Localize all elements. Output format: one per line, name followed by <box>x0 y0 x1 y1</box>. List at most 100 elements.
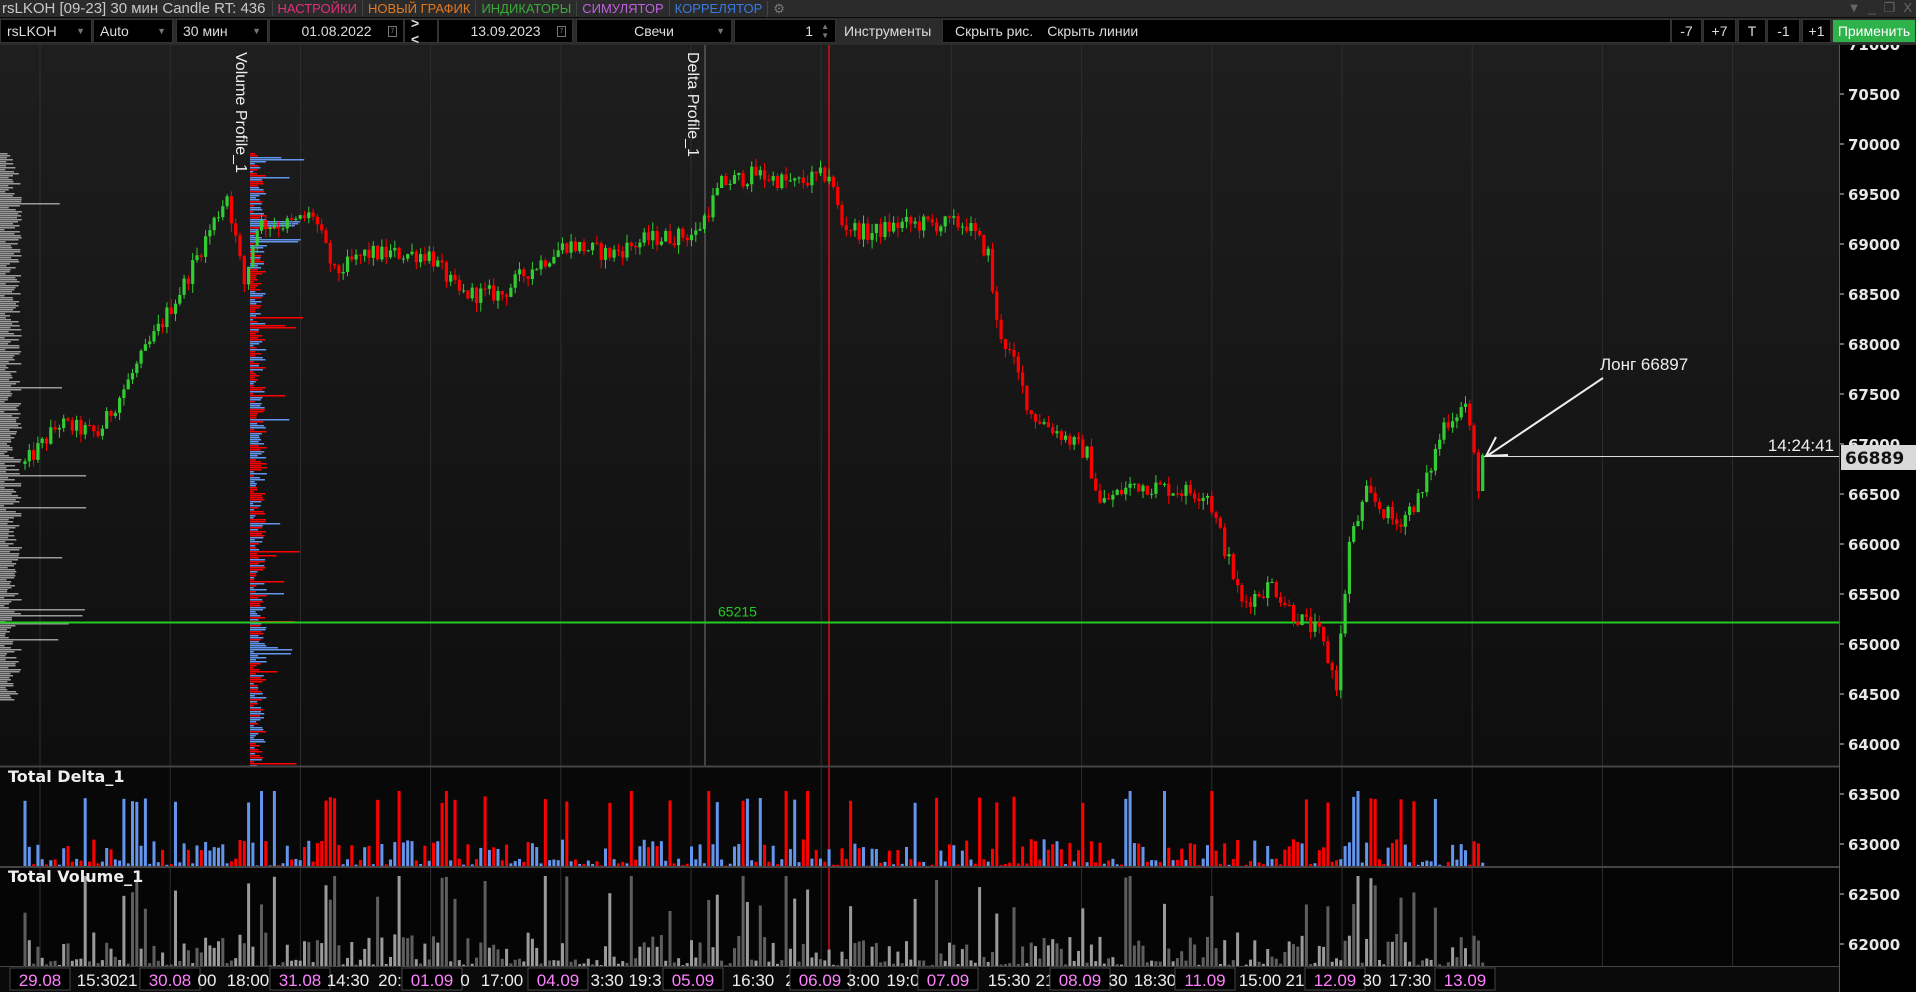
profile-bar <box>250 527 263 529</box>
delta-bar <box>96 863 100 866</box>
restore-icon[interactable]: ❐ <box>1883 0 1896 15</box>
volume-bar <box>182 943 186 966</box>
profile-bar <box>0 461 21 463</box>
date-to-field[interactable]: 13.09.2023 7 <box>438 19 573 43</box>
volume-bar <box>113 956 117 966</box>
delta-bar <box>1464 850 1467 866</box>
date-from-field[interactable]: 01.08.2022 7 <box>269 19 404 43</box>
delta-bar <box>887 850 891 866</box>
candle <box>616 243 620 256</box>
profile-bar <box>250 481 255 483</box>
profile-bar <box>250 255 262 257</box>
candle <box>70 417 74 436</box>
candle <box>457 275 461 296</box>
volume-bar <box>707 899 711 966</box>
price-pane[interactable] <box>0 45 1839 766</box>
delta-pane[interactable] <box>0 767 1839 867</box>
volume-bar <box>892 963 896 966</box>
volume-bar <box>612 956 616 966</box>
volume-bar <box>371 964 375 966</box>
volume-bar <box>591 964 595 966</box>
chart-type-select[interactable]: Свечи ▼ <box>576 19 732 43</box>
profile-bar <box>250 751 263 753</box>
minimize-icon[interactable]: _ <box>1868 0 1876 15</box>
delta-bar <box>690 846 693 866</box>
volume-bar <box>427 959 431 966</box>
delta-bar <box>1309 863 1313 866</box>
delta-bar <box>272 791 276 866</box>
today-button[interactable]: T <box>1738 19 1766 43</box>
profile-bar <box>250 693 263 695</box>
count-stepper[interactable]: 1 ▲ ▼ <box>734 19 836 43</box>
volume-pane[interactable] <box>0 868 1839 966</box>
profile-bar <box>0 429 10 431</box>
candle <box>1089 438 1093 479</box>
profile-bar <box>0 171 15 173</box>
profile-bar <box>0 153 8 155</box>
delta-bar <box>1266 845 1270 866</box>
candle <box>333 263 337 270</box>
profile-bar <box>250 569 264 571</box>
profile-bar <box>0 547 22 549</box>
stepper-arrows-icon[interactable]: ▲ ▼ <box>821 22 829 40</box>
timeframe-select[interactable]: 30 мин ▼ <box>176 19 268 43</box>
date-nav-button[interactable]: > < <box>404 15 438 47</box>
shift-plus7-button[interactable]: +7 <box>1703 19 1736 43</box>
shift-plus1-button[interactable]: +1 <box>1802 19 1831 43</box>
annotation-text[interactable]: Лонг 66897 <box>1600 355 1688 374</box>
candle <box>836 181 840 209</box>
candle <box>1223 523 1227 559</box>
profile-bar <box>250 205 255 207</box>
shift-minus1-button[interactable]: -1 <box>1767 19 1800 43</box>
menu-indicators[interactable]: ИНДИКАТОРЫ <box>475 1 576 16</box>
hide-lines-button[interactable]: Скрыть линии <box>1047 23 1139 39</box>
shift-minus7-button[interactable]: -7 <box>1671 19 1702 43</box>
candle <box>840 201 844 228</box>
candle <box>1210 490 1214 517</box>
profile-bar <box>250 747 255 749</box>
menu-simulator[interactable]: СИМУЛЯТОР <box>576 1 668 16</box>
delta-bar <box>741 800 745 866</box>
gears-icon[interactable]: ⚙ <box>767 0 790 17</box>
profile-bar <box>250 275 257 277</box>
candle <box>1038 414 1042 425</box>
candle <box>922 214 926 238</box>
volume-profile-label[interactable]: Volume Profile_1 <box>232 52 249 173</box>
time-tick-label: 17:00 <box>481 971 524 990</box>
delta-bar <box>143 798 147 866</box>
candle <box>1231 552 1235 581</box>
symbol-select[interactable]: rsLKOH ▼ <box>0 19 92 43</box>
profile-bar <box>0 415 13 417</box>
volume-bar <box>79 958 83 966</box>
profile-bar <box>250 211 254 213</box>
price-axis[interactable] <box>1839 45 1916 992</box>
delta-bar <box>444 791 448 866</box>
apply-button[interactable]: Применить <box>1832 19 1916 43</box>
volume-bar <box>952 944 956 966</box>
volume-bar <box>260 904 263 966</box>
tools-button[interactable]: Инструменты <box>838 19 940 43</box>
volume-bar <box>432 936 435 966</box>
pin-icon[interactable]: ▼ <box>1847 0 1861 15</box>
close-icon[interactable]: X <box>1903 0 1912 15</box>
delta-profile-label[interactable]: Delta Profile_1 <box>684 52 701 157</box>
volume-bar <box>1360 962 1364 966</box>
menu-settings[interactable]: НАСТРОЙКИ <box>271 1 362 16</box>
scale-select[interactable]: Auto ▼ <box>93 19 173 43</box>
candle <box>427 245 431 264</box>
volume-bar <box>595 960 599 966</box>
calendar-icon[interactable]: 7 <box>557 25 566 37</box>
hide-drawings-button[interactable]: Скрыть рис. <box>955 23 1034 39</box>
annotation-arrow[interactable] <box>1484 377 1604 458</box>
volume-bar <box>281 962 285 966</box>
menu-new-chart[interactable]: НОВЫЙ ГРАФИК <box>361 1 476 16</box>
profile-bar <box>250 599 263 601</box>
candle <box>530 261 534 285</box>
candle <box>414 249 418 270</box>
profile-bar <box>0 513 22 515</box>
calendar-icon[interactable]: 7 <box>388 25 397 37</box>
delta-bar <box>1330 861 1334 866</box>
menu-correlator[interactable]: КОРРЕЛЯТОР <box>668 1 768 16</box>
delta-bar <box>475 859 478 866</box>
